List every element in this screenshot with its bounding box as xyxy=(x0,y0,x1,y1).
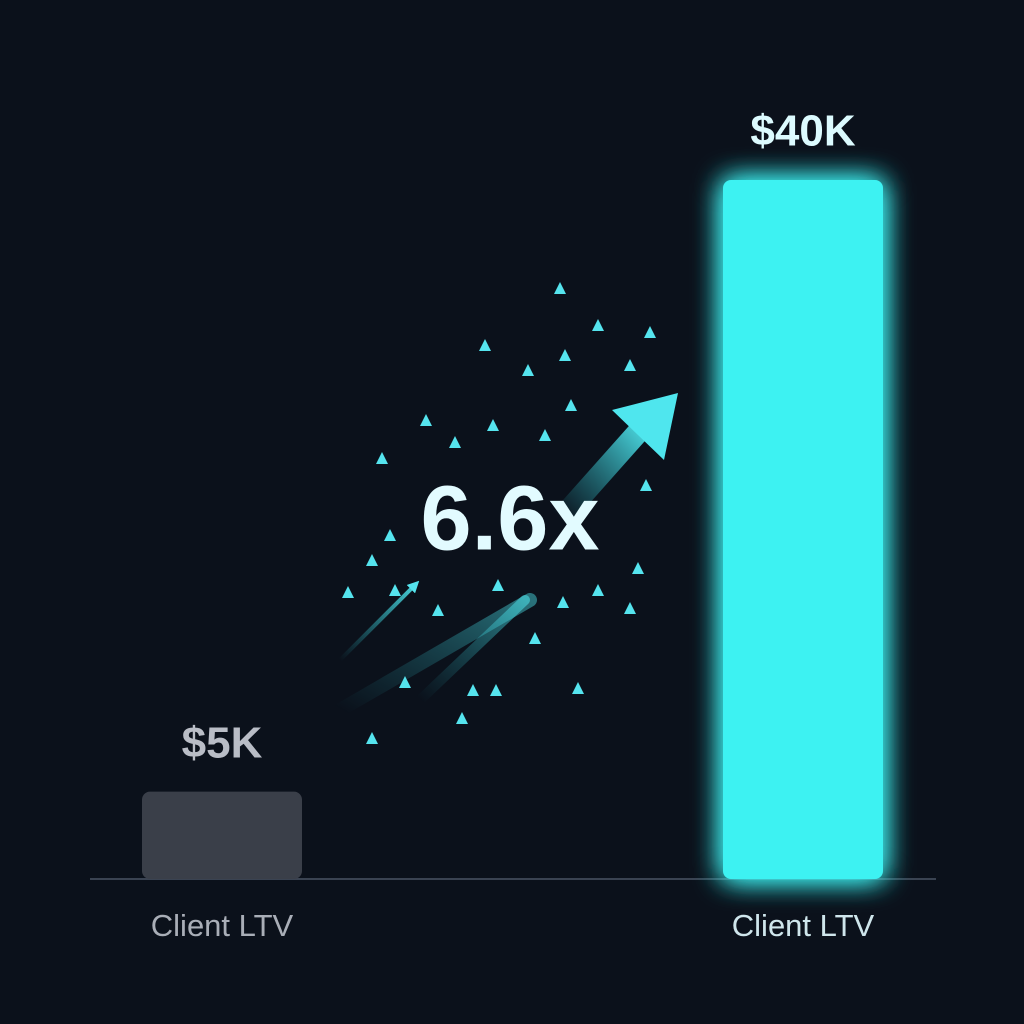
category-label: Client LTV xyxy=(151,908,294,943)
bar xyxy=(723,180,883,879)
decoration xyxy=(333,282,678,750)
value-label: $40K xyxy=(750,107,855,156)
value-label: $5K xyxy=(182,718,263,767)
bar xyxy=(142,791,302,879)
annotation: 6.6x xyxy=(420,467,599,569)
category-label: Client LTV xyxy=(732,908,875,943)
